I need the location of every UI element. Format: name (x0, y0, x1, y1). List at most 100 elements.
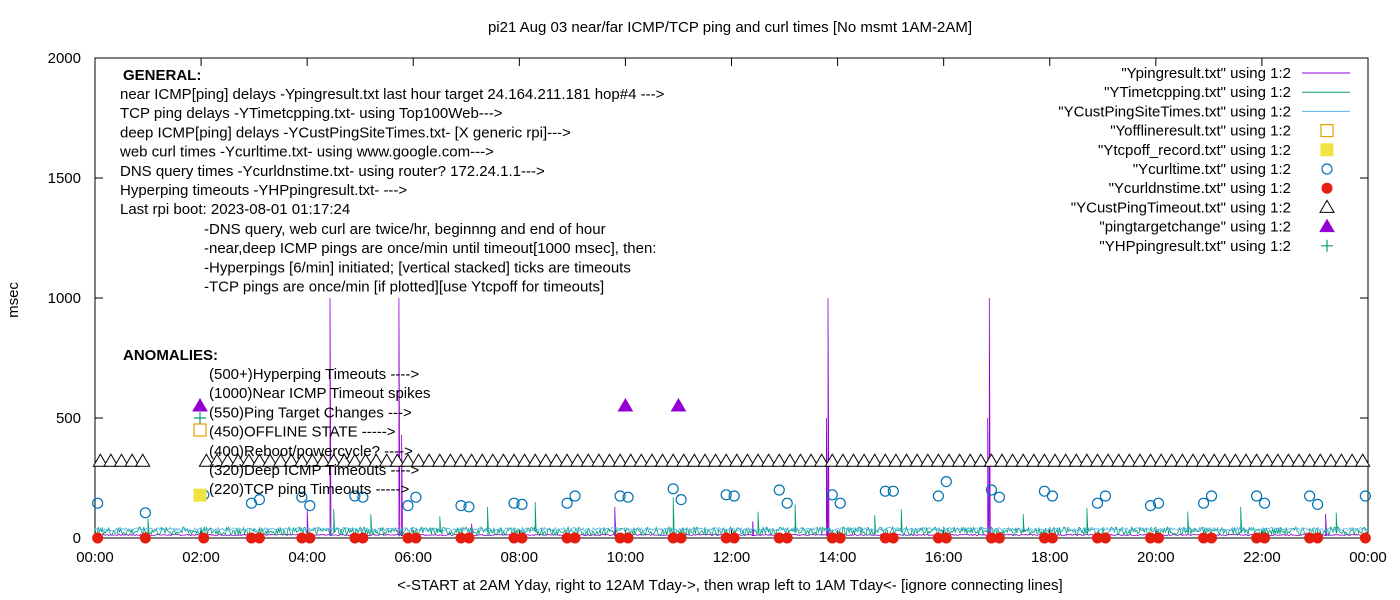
series-point (1291, 453, 1307, 467)
series-point (993, 491, 1005, 503)
y-axis-label: msec (5, 282, 22, 318)
legend-label: "Ycurltime.txt" using 1:2 (1133, 161, 1291, 178)
series-point (92, 497, 104, 509)
series-point (1312, 532, 1324, 544)
series-point (139, 507, 151, 519)
series-point (667, 483, 679, 495)
series-point (665, 453, 682, 467)
series-point (1025, 453, 1042, 467)
series-point (972, 453, 989, 467)
series-point (1057, 453, 1074, 467)
annotation-layer: GENERAL: near ICMP[ping] delays -Ypingres… (119, 67, 665, 502)
series-point (506, 453, 522, 467)
series-point (1216, 453, 1233, 467)
series-point (516, 453, 533, 467)
series-point (272, 453, 289, 467)
x-tick-label: 06:00 (394, 549, 432, 566)
x-tick-label: 00:00 (1349, 549, 1387, 566)
series-7 (92, 453, 1371, 467)
legend-symbol (1320, 143, 1334, 157)
series-point (930, 453, 947, 467)
x-tick-label: 10:00 (607, 549, 645, 566)
x-axis-label: <-START at 2AM Yday, right to 12AM Tday-… (397, 577, 1062, 594)
general-line: near ICMP[ping] delays -Ypingresult.txt … (120, 86, 665, 103)
series-point (887, 485, 899, 497)
anomaly-line: (450)OFFLINE STATE -----> (209, 424, 396, 441)
series-point (834, 497, 846, 509)
series-point (527, 453, 544, 467)
series-point (296, 491, 308, 503)
series-point (1142, 453, 1159, 467)
series-point (1304, 490, 1316, 502)
series-point (675, 453, 692, 467)
series-point (1197, 497, 1210, 509)
series-point (304, 453, 321, 467)
series-point (453, 453, 469, 467)
series-point (940, 532, 952, 544)
legend-symbol (1321, 182, 1333, 194)
series-point (1038, 485, 1051, 497)
series-point (792, 453, 809, 467)
anomaly-marker (193, 488, 207, 502)
series-point (198, 532, 210, 544)
series-point (1036, 453, 1053, 467)
series-point (410, 453, 427, 467)
series-point (750, 453, 766, 467)
series-point (368, 453, 384, 467)
series-point (728, 490, 740, 502)
general-line: TCP ping delays -YTimetcpping.txt- using… (120, 105, 503, 122)
legend-symbol (1319, 218, 1335, 233)
series-point (262, 453, 278, 467)
anomalies-heading: ANOMALIES: (123, 347, 218, 364)
x-tick-label: 04:00 (288, 549, 326, 566)
chart-title: pi21 Aug 03 near/far ICMP/TCP ping and c… (488, 19, 972, 36)
series-point (845, 453, 862, 467)
series-point (357, 453, 374, 467)
series-point (1152, 497, 1165, 509)
anomaly-line: (1000)Near ICMP Timeout spikes (209, 385, 430, 402)
legend-symbol (1321, 163, 1333, 175)
series-point (718, 453, 735, 467)
legend-label: "YCustPingTimeout.txt" using 1:2 (1071, 199, 1291, 216)
series-point (1195, 453, 1212, 467)
series-point (932, 490, 944, 502)
series-point (580, 453, 597, 467)
series-point (834, 532, 846, 544)
series-point (614, 490, 626, 502)
series-point (994, 453, 1010, 467)
anomaly-line: (550)Ping Target Changes ---> (209, 404, 412, 421)
note-line: -TCP pings are once/min [if plotted][use… (204, 279, 604, 296)
series-point (559, 453, 575, 467)
series-point (993, 532, 1005, 544)
series-point (612, 453, 628, 467)
legend-label: "Ypingresult.txt" using 1:2 (1121, 65, 1291, 82)
series-point (1238, 453, 1254, 467)
series-point (508, 497, 520, 509)
x-tick-label: 18:00 (1031, 549, 1069, 566)
series-point (230, 453, 247, 467)
series-point (739, 453, 756, 467)
series-point (887, 532, 899, 544)
series-point (1153, 453, 1170, 467)
series-point (697, 453, 713, 467)
general-line: DNS query times -Ycurldnstime.txt- using… (120, 163, 545, 180)
series-point (1047, 453, 1063, 467)
series-point (835, 453, 851, 467)
legend-label: "pingtargetchange" using 1:2 (1099, 219, 1291, 236)
series-point (421, 453, 438, 467)
series-point (707, 453, 724, 467)
series-point (1248, 453, 1265, 467)
series-point (803, 453, 819, 467)
y-tick-label: 1500 (48, 170, 81, 187)
series-point (516, 532, 528, 544)
series-point (781, 532, 793, 544)
legend: "Ypingresult.txt" using 1:2 "YTimetcpping… (1058, 65, 1350, 255)
series-point (569, 490, 581, 502)
series-line-path (94, 526, 1369, 533)
series-point (474, 453, 491, 467)
general-line: deep ICMP[ping] delays -YCustPingSiteTim… (120, 124, 571, 141)
series-point (781, 453, 798, 467)
legend-label: "YHPpingresult.txt" using 1:2 (1099, 238, 1291, 255)
series-5 (92, 476, 1371, 519)
x-tick-label: 14:00 (819, 549, 857, 566)
